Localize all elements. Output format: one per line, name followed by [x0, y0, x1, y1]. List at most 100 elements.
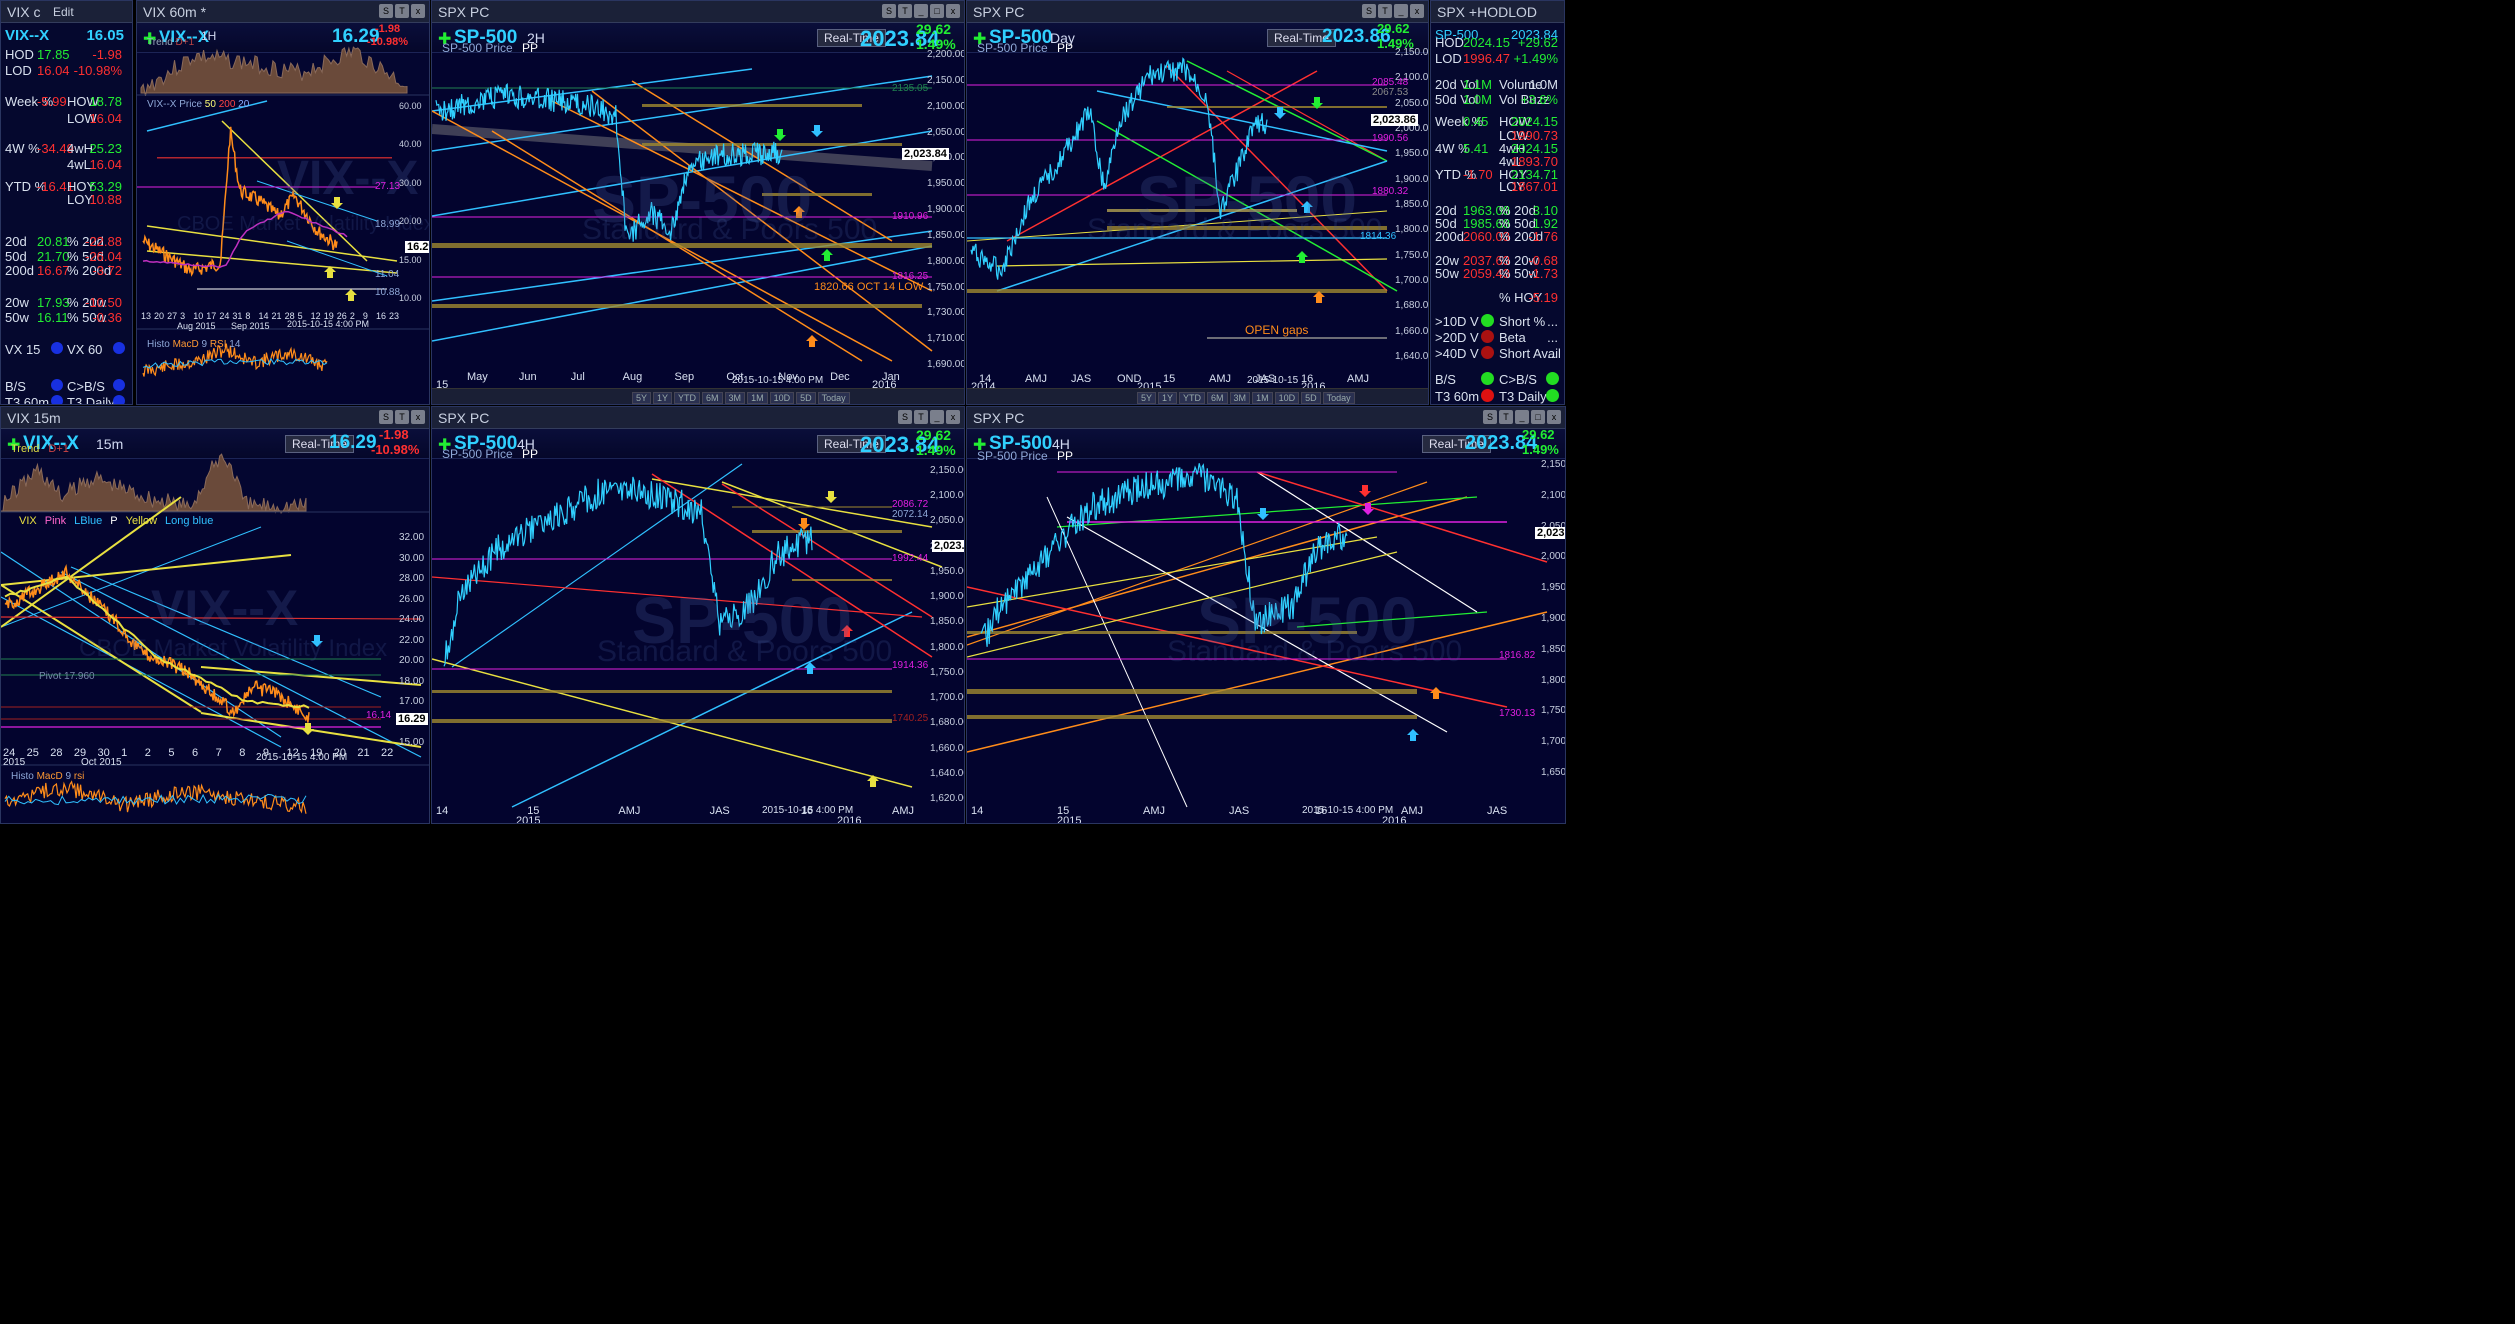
trendline[interactable] — [1, 526, 262, 628]
range-button[interactable]: 10D — [769, 392, 795, 404]
support-band[interactable] — [642, 143, 902, 146]
trendline[interactable] — [1, 496, 182, 628]
minimize-icon[interactable]: _ — [930, 410, 944, 424]
trendline[interactable] — [1, 584, 202, 713]
trendline[interactable] — [1256, 471, 1478, 613]
resistance-line[interactable] — [157, 157, 392, 159]
support-band[interactable] — [792, 579, 892, 581]
trendline[interactable] — [967, 551, 1398, 658]
trendline[interactable] — [721, 483, 933, 618]
trendline[interactable] — [996, 258, 1388, 267]
spx-2h-plot[interactable] — [432, 1, 965, 405]
trendline[interactable] — [591, 90, 933, 352]
timeframe-select[interactable]: 4H — [517, 436, 535, 452]
link-icon[interactable]: S — [882, 4, 896, 18]
trendline[interactable] — [286, 240, 388, 277]
trendline[interactable] — [721, 481, 943, 568]
legend-item[interactable]: Pink — [44, 515, 67, 527]
support-band[interactable] — [1107, 226, 1387, 230]
add-icon[interactable]: ✚ — [438, 31, 452, 48]
trendline[interactable] — [432, 576, 923, 618]
link-icon[interactable]: S — [379, 410, 393, 424]
close-icon[interactable]: x — [411, 4, 425, 18]
link-icon[interactable]: S — [1483, 410, 1497, 424]
support-band[interactable] — [967, 631, 1357, 634]
time-scrollbar[interactable]: 5Y 1Y YTD 6M 3M 1M 10D 5D Today — [432, 388, 964, 404]
range-button[interactable]: 5Y — [632, 392, 652, 404]
trendline[interactable] — [451, 463, 743, 668]
close-icon[interactable]: x — [1410, 4, 1424, 18]
support-band[interactable] — [752, 530, 902, 533]
timeframe-select[interactable]: 2H — [527, 30, 545, 46]
range-button[interactable]: 6M — [1207, 392, 1228, 404]
tool-icon[interactable]: T — [1378, 4, 1392, 18]
spx-watchlist-titlebar[interactable]: SPX +HODLOD — [1431, 1, 1564, 23]
trendline[interactable] — [146, 250, 398, 274]
spx-4h-plot-b[interactable] — [967, 407, 1566, 824]
close-icon[interactable]: x — [946, 4, 960, 18]
link-icon[interactable]: S — [1362, 4, 1376, 18]
minimize-icon[interactable]: _ — [914, 4, 928, 18]
range-button[interactable]: 5Y — [1137, 392, 1157, 404]
range-button[interactable]: 1M — [1252, 392, 1273, 404]
support-band[interactable] — [967, 689, 1417, 694]
range-button[interactable]: 10D — [1274, 392, 1300, 404]
range-button[interactable]: YTD — [674, 392, 701, 404]
close-icon[interactable]: x — [411, 410, 425, 424]
vix-15m-plot[interactable] — [1, 407, 430, 824]
trendline[interactable] — [967, 481, 1428, 646]
chart-titlebar[interactable]: SPX PC S T _ □ x — [432, 1, 964, 23]
trendline[interactable] — [60, 571, 422, 758]
support-band[interactable] — [762, 193, 872, 196]
timeframe-select[interactable]: 4H — [1052, 436, 1070, 452]
symbol-input[interactable]: SP-500 — [454, 433, 518, 454]
close-icon[interactable]: x — [1547, 410, 1561, 424]
trendline[interactable] — [967, 496, 1468, 638]
range-button[interactable]: 3M — [724, 392, 746, 404]
trendline[interactable] — [1046, 496, 1188, 808]
range-button[interactable]: YTD — [1179, 392, 1206, 404]
range-button[interactable]: Today — [1322, 392, 1355, 404]
add-icon[interactable]: ✚ — [973, 437, 987, 454]
chart-titlebar[interactable]: SPX PC S T _ □ x — [967, 407, 1565, 429]
trendline[interactable] — [1096, 120, 1398, 292]
support-band[interactable] — [967, 289, 1387, 293]
trendline[interactable] — [1256, 471, 1548, 563]
trendline[interactable] — [432, 230, 933, 302]
add-icon[interactable]: ✚ — [143, 31, 157, 48]
vix-watchlist-titlebar[interactable]: VIX c Edit — [1, 1, 132, 23]
trendline[interactable] — [967, 536, 1378, 608]
legend-item[interactable]: VIX — [19, 515, 37, 527]
trendline[interactable] — [967, 586, 1508, 708]
tool-icon[interactable]: T — [898, 4, 912, 18]
trendline[interactable] — [1096, 90, 1388, 152]
maximize-icon[interactable]: □ — [1531, 410, 1545, 424]
support-band[interactable] — [432, 243, 932, 248]
symbol-input[interactable]: SP-500 — [989, 433, 1053, 454]
trendline[interactable] — [1006, 70, 1318, 242]
range-button[interactable]: 3M — [1229, 392, 1251, 404]
trendline[interactable] — [1, 596, 282, 748]
legend-item[interactable]: LBlue — [74, 515, 103, 527]
add-icon[interactable]: ✚ — [7, 437, 21, 454]
timeframe-select[interactable]: 1H — [201, 29, 217, 43]
level-line[interactable] — [1, 616, 422, 620]
trendline[interactable] — [221, 120, 368, 262]
maximize-icon[interactable]: □ — [930, 4, 944, 18]
range-button[interactable]: 1Y — [1158, 392, 1178, 404]
support-band[interactable] — [642, 104, 862, 107]
trendline[interactable] — [432, 68, 753, 112]
trendline[interactable] — [967, 611, 1548, 753]
support-band[interactable] — [432, 690, 892, 693]
spx-day-plot[interactable] — [967, 1, 1429, 405]
trendline[interactable] — [1186, 60, 1388, 162]
range-button[interactable]: 1Y — [653, 392, 673, 404]
chart-titlebar[interactable]: SPX PC S T _ x — [432, 407, 964, 429]
support-band[interactable] — [967, 715, 1417, 719]
close-icon[interactable]: x — [946, 410, 960, 424]
range-button[interactable]: 1M — [747, 392, 768, 404]
range-button[interactable]: 6M — [702, 392, 723, 404]
legend-item[interactable]: P — [110, 515, 118, 527]
